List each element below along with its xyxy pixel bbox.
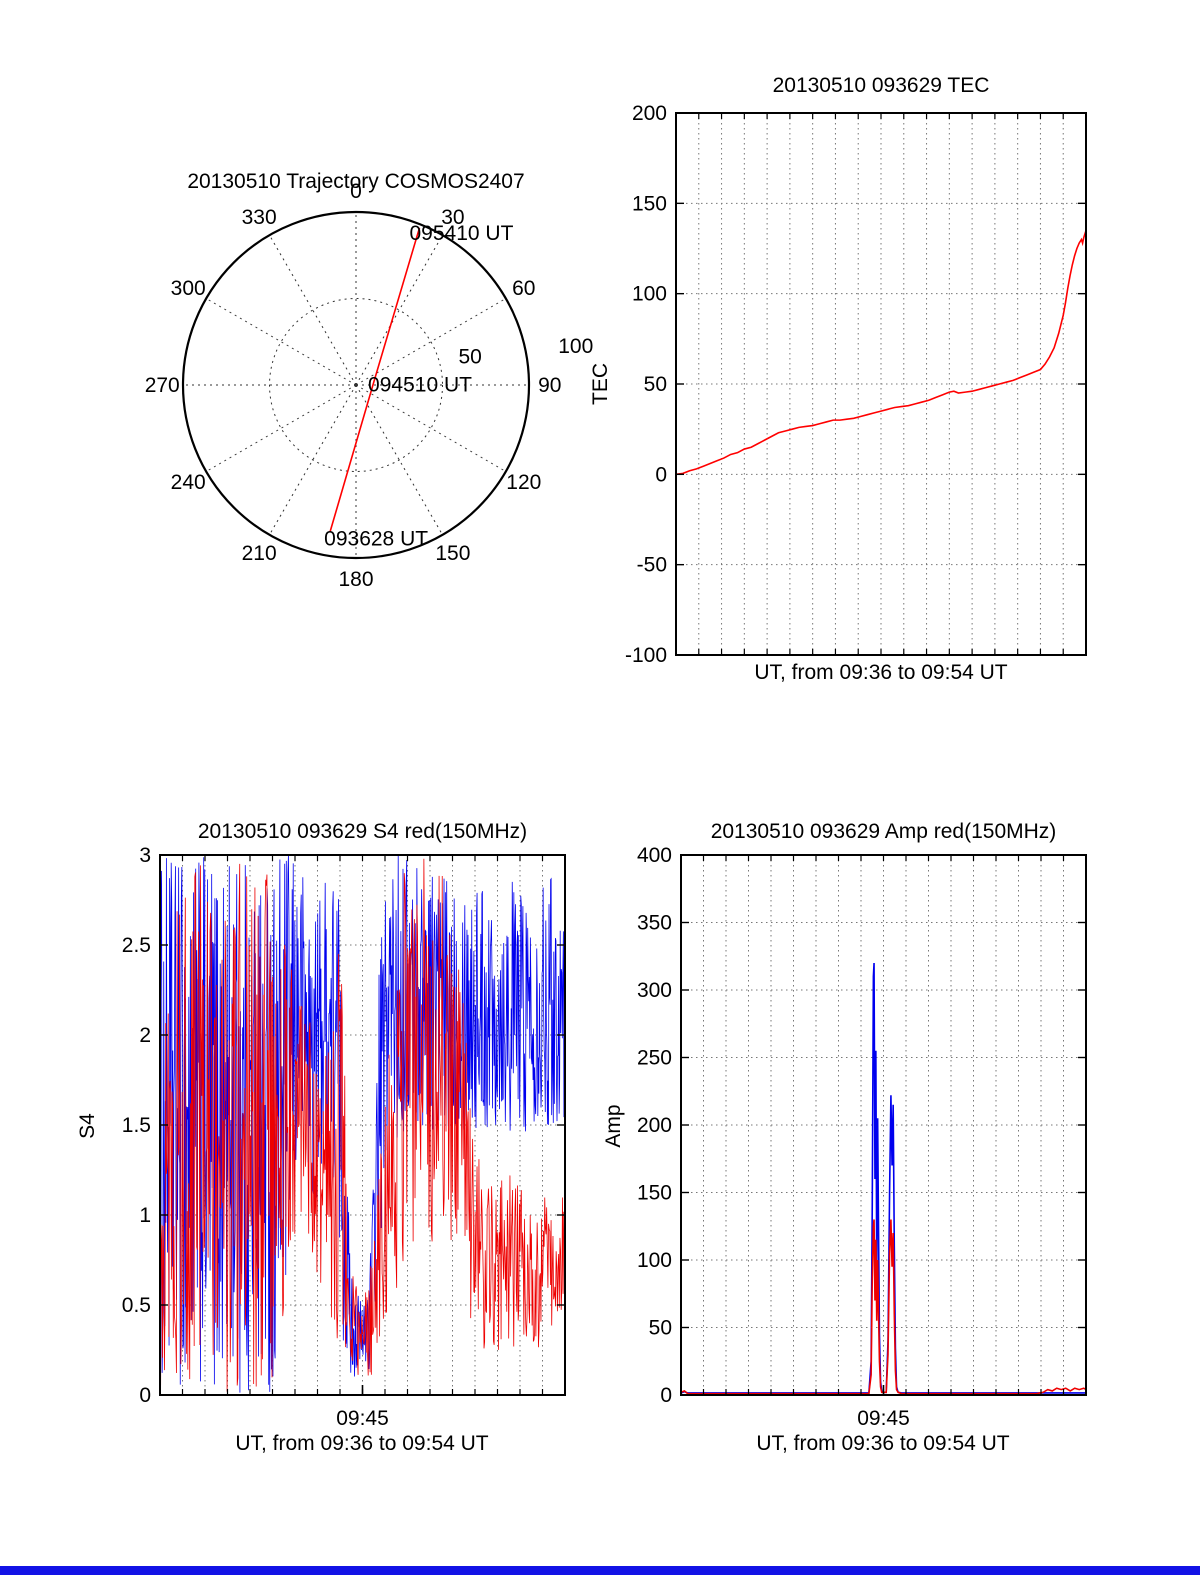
svg-text:1: 1 <box>139 1204 151 1227</box>
svg-text:-50: -50 <box>637 554 667 577</box>
svg-text:400: 400 <box>637 844 672 867</box>
amp-title: 20130510 093629 Amp red(150MHz) <box>710 820 1057 843</box>
svg-text:200: 200 <box>637 1114 672 1137</box>
svg-text:3: 3 <box>139 844 151 867</box>
svg-text:60: 60 <box>512 277 535 300</box>
s4-x-axis-label: UT, from 09:36 to 09:54 UT <box>235 1432 489 1455</box>
svg-text:0: 0 <box>655 463 667 486</box>
svg-text:0: 0 <box>660 1384 672 1407</box>
tec-title: 20130510 093629 TEC <box>772 74 990 97</box>
s4-y-axis-label: S4 <box>76 1113 99 1139</box>
svg-text:150: 150 <box>632 192 667 215</box>
svg-text:0.5: 0.5 <box>122 1294 151 1317</box>
svg-text:50: 50 <box>649 1317 672 1340</box>
tec-plot: -100 -50 0 50 100 150 200 <box>625 102 1087 667</box>
svg-text:095410 UT: 095410 UT <box>410 222 514 245</box>
svg-text:250: 250 <box>637 1047 672 1070</box>
amp-x-axis-label: UT, from 09:36 to 09:54 UT <box>756 1432 1010 1455</box>
svg-text:90: 90 <box>538 374 561 397</box>
svg-text:150: 150 <box>435 542 470 565</box>
svg-text:50: 50 <box>458 346 481 369</box>
amp-plot: 0 50 100 150 200 250 300 350 400 09:45 <box>637 844 1087 1430</box>
svg-text:100: 100 <box>632 283 667 306</box>
svg-text:330: 330 <box>242 206 277 229</box>
svg-text:350: 350 <box>637 912 672 935</box>
svg-text:100: 100 <box>637 1249 672 1272</box>
amp-y-axis-label: Amp <box>602 1104 625 1148</box>
tec-x-axis-label: UT, from 09:36 to 09:54 UT <box>754 661 1008 684</box>
svg-text:150: 150 <box>637 1182 672 1205</box>
svg-text:300: 300 <box>171 277 206 300</box>
svg-text:210: 210 <box>242 542 277 565</box>
svg-text:180: 180 <box>338 568 373 591</box>
svg-text:-100: -100 <box>625 644 667 667</box>
svg-text:2: 2 <box>139 1024 151 1047</box>
svg-text:093628 UT: 093628 UT <box>324 528 428 551</box>
svg-text:270: 270 <box>145 374 180 397</box>
svg-text:0: 0 <box>350 180 362 203</box>
svg-text:240: 240 <box>171 471 206 494</box>
footer-accent-bar <box>0 1566 1200 1575</box>
svg-text:100: 100 <box>558 335 593 358</box>
s4-plot: 0 0.5 1 1.5 2 2.5 3 09:45 <box>122 844 566 1430</box>
svg-text:50: 50 <box>644 373 667 396</box>
svg-text:2.5: 2.5 <box>122 934 151 957</box>
svg-text:1.5: 1.5 <box>122 1114 151 1137</box>
tec-y-axis-label: TEC <box>589 363 612 405</box>
svg-text:200: 200 <box>632 102 667 125</box>
s4-title: 20130510 093629 S4 red(150MHz) <box>197 820 528 843</box>
svg-text:300: 300 <box>637 979 672 1002</box>
svg-text:09:45: 09:45 <box>336 1407 389 1430</box>
svg-text:30: 30 <box>441 206 464 229</box>
svg-text:120: 120 <box>506 471 541 494</box>
trajectory-title: 20130510 Trajectory COSMOS2407 <box>187 170 525 193</box>
trajectory-plot: 0 30 60 90 120 150 180 210 240 270 300 330 50 100 0954… <box>145 180 594 591</box>
svg-text:0: 0 <box>139 1384 151 1407</box>
svg-text:094510 UT: 094510 UT <box>368 374 472 397</box>
svg-text:09:45: 09:45 <box>857 1407 910 1430</box>
